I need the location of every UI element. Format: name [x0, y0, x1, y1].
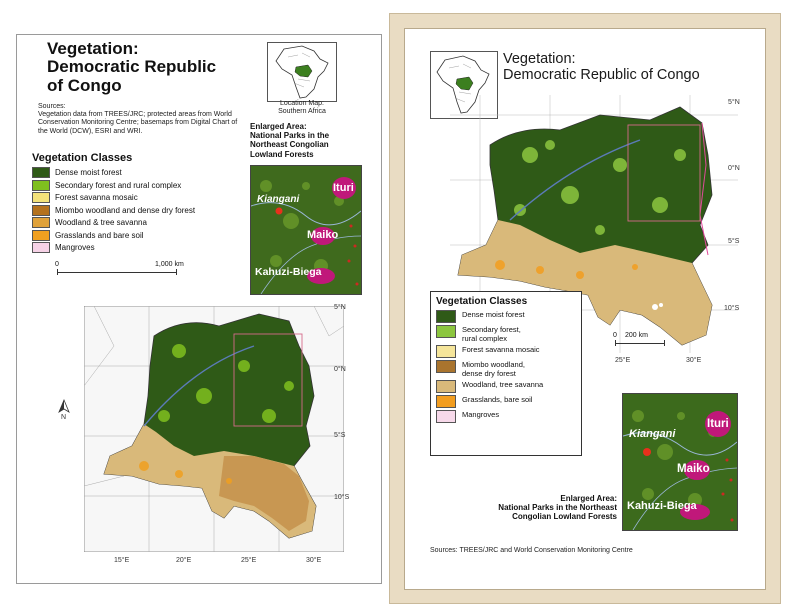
- right-legend-item: Miombo woodland, dense dry forest: [436, 360, 576, 378]
- left-drc-map: 5°N 0°N 5°S 10°S 15°E 20°E 25°E 30°E: [83, 304, 349, 564]
- africa-outline-icon: [436, 55, 490, 114]
- right-sources-text: Sources: TREES/JRC and World Conservatio…: [430, 547, 633, 554]
- right-scale-bar: 0 200 km: [613, 332, 665, 357]
- right-legend: Vegetation Classes Dense moist forest Sec…: [430, 291, 582, 456]
- right-lat-label: 5°N: [728, 99, 740, 106]
- north-arrow-icon: N: [56, 398, 72, 424]
- right-scale-end: 200 km: [625, 332, 648, 339]
- left-scale-end: 1,000 km: [155, 261, 184, 268]
- left-lon-label: 30°E: [306, 557, 322, 564]
- right-legend-label: Grasslands, bare soil: [462, 395, 533, 404]
- left-lon-label: 15°E: [114, 557, 130, 564]
- left-sources-text: Vegetation data from TREES/JRC; protecte…: [38, 111, 238, 135]
- north-arrow-label: N: [61, 414, 67, 421]
- right-map-title: Vegetation: Democratic Republic of Congo: [503, 51, 700, 83]
- right-legend-title: Vegetation Classes: [436, 296, 528, 307]
- right-lat-label: 5°S: [728, 238, 740, 245]
- right-legend-label: Miombo woodland, dense dry forest: [462, 360, 525, 378]
- africa-outline-icon: [275, 45, 329, 99]
- left-legend-swatch: [32, 179, 50, 191]
- right-legend-label: Dense moist forest: [462, 310, 525, 319]
- right-legend-label: Woodland, tree savanna: [462, 380, 544, 389]
- right-drc-map: 5°N 0°N 5°S 10°S 25°E 30°E: [450, 95, 740, 364]
- right-legend-swatch: [436, 380, 456, 393]
- right-legend-item: Mangroves: [436, 410, 576, 423]
- left-legend-label: Secondary forest and rural complex: [55, 180, 182, 190]
- right-legend-item: Secondary forest, rural complex: [436, 325, 576, 343]
- right-legend-swatch: [436, 325, 456, 338]
- city-marker-icon: [275, 207, 283, 215]
- left-inset-park-maiko: Maiko: [307, 229, 339, 241]
- right-legend-item: Woodland, tree savanna: [436, 380, 576, 393]
- left-legend-item: Forest savanna mosaic: [32, 192, 244, 203]
- left-legend-item: Miombo woodland and dense dry forest: [32, 204, 244, 216]
- left-legend-swatch: [32, 242, 50, 253]
- right-legend-label: Secondary forest, rural complex: [462, 325, 521, 343]
- left-inset-park-kahuzi: Kahuzi-Biega: [255, 266, 322, 278]
- right-inset-city-label: Kiangani: [629, 428, 676, 440]
- right-legend-item: Forest savanna mosaic: [436, 345, 576, 358]
- left-legend-label: Forest savanna mosaic: [55, 193, 138, 202]
- left-lat-label: 5°N: [334, 304, 346, 311]
- right-lon-label: 30°E: [686, 357, 702, 364]
- right-inset-park-maiko: Maiko: [677, 463, 710, 475]
- left-scale-bar: 0 1,000 km: [55, 261, 184, 286]
- left-legend-label: Grasslands and bare soil: [55, 230, 144, 240]
- left-inset-map: Kiangani Ituri Maiko Kahuzi-Biega: [250, 165, 362, 295]
- right-inset-map: Kiangani Ituri Maiko Kahuzi-Biega: [622, 393, 738, 531]
- left-lon-label: 20°E: [176, 557, 192, 564]
- right-lat-label: 0°N: [728, 165, 740, 172]
- left-legend-label: Miombo woodland and dense dry forest: [55, 205, 196, 215]
- left-legend-label: Dense moist forest: [55, 168, 122, 177]
- left-location-map: [267, 42, 337, 102]
- left-legend-item: Dense moist forest: [32, 167, 244, 178]
- left-legend-swatch: [32, 192, 50, 203]
- left-legend-item: Woodland & tree savanna: [32, 217, 244, 228]
- left-location-map-label: Location Map: Southern Africa: [278, 100, 326, 116]
- left-legend-title: Vegetation Classes: [32, 152, 133, 164]
- left-enlarged-area-heading: Enlarged Area: National Parks in the Nor…: [250, 122, 330, 159]
- right-legend-swatch: [436, 345, 456, 358]
- right-lat-label: 10°S: [724, 305, 740, 312]
- right-legend-swatch: [436, 310, 456, 323]
- right-enlarged-area-heading: Enlarged Area: National Parks in the Nor…: [498, 494, 617, 522]
- left-sources-heading: Sources:: [38, 103, 66, 110]
- left-legend: Vegetation Classes Dense moist forest Sec…: [32, 152, 244, 255]
- left-legend-swatch: [32, 204, 50, 216]
- left-map-title: Vegetation: Democratic Republic of Congo: [47, 39, 217, 95]
- right-legend-label: Mangroves: [462, 410, 500, 419]
- left-legend-label: Woodland & tree savanna: [55, 218, 147, 227]
- left-legend-swatch: [32, 217, 50, 228]
- left-scale-start: 0: [55, 261, 59, 268]
- right-legend-label: Forest savanna mosaic: [462, 345, 540, 354]
- right-legend-item: Grasslands, bare soil: [436, 395, 576, 408]
- left-inset-city-label: Kiangani: [257, 194, 300, 205]
- left-lat-label: 5°S: [334, 432, 346, 439]
- right-legend-swatch: [436, 360, 456, 373]
- left-legend-label: Mangroves: [55, 243, 95, 252]
- left-legend-swatch: [32, 167, 50, 178]
- right-scale-start: 0: [613, 332, 617, 339]
- right-lon-label: 25°E: [615, 357, 631, 364]
- left-legend-item: Grasslands and bare soil: [32, 229, 244, 241]
- left-lon-label: 25°E: [241, 557, 257, 564]
- right-legend-item: Dense moist forest: [436, 310, 576, 323]
- right-inset-park-kahuzi: Kahuzi-Biega: [627, 500, 697, 512]
- left-inset-park-ituri: Ituri: [333, 182, 354, 194]
- right-legend-swatch: [436, 410, 456, 423]
- left-lat-label: 10°S: [334, 494, 350, 501]
- city-marker-icon: [643, 448, 651, 456]
- left-legend-swatch: [32, 229, 50, 241]
- left-lat-label: 0°N: [334, 366, 346, 373]
- left-legend-item: Secondary forest and rural complex: [32, 179, 244, 191]
- right-legend-swatch: [436, 395, 456, 408]
- left-legend-item: Mangroves: [32, 242, 244, 253]
- right-inset-park-ituri: Ituri: [707, 418, 729, 430]
- right-location-map: [430, 51, 498, 119]
